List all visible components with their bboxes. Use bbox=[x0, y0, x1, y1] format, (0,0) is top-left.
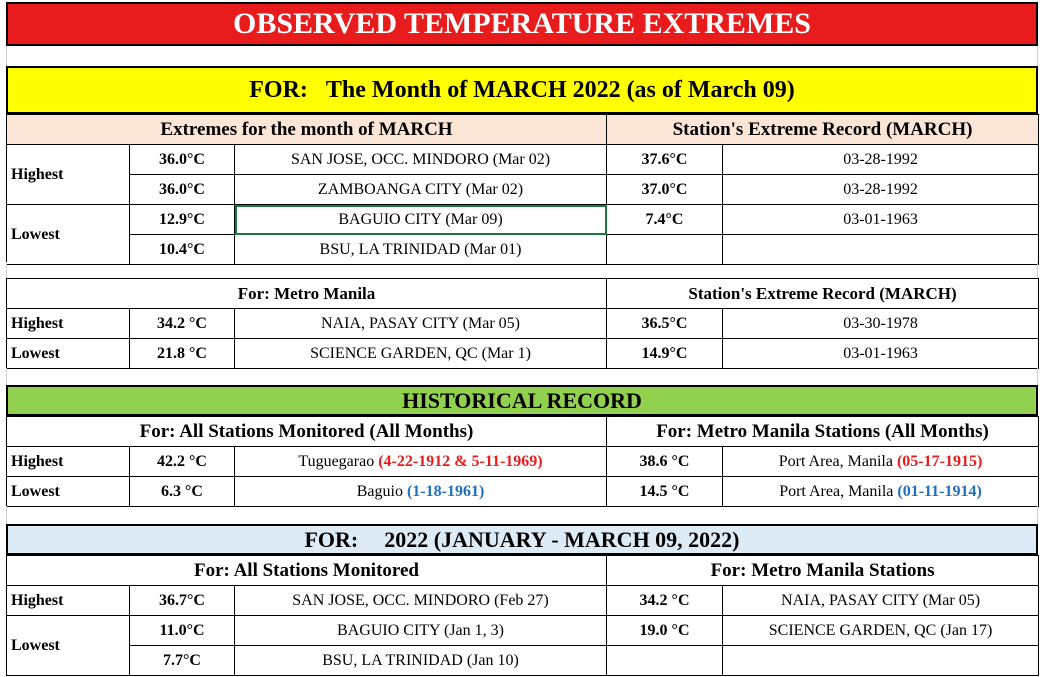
historical-rec-date-2: (01-11-1914) bbox=[897, 482, 982, 500]
march-rec-date-4 bbox=[722, 234, 1040, 265]
metro-station-1: NAIA, PASAY CITY (Mar 05) bbox=[233, 308, 608, 339]
year-temp-2: 11.0°C bbox=[129, 615, 235, 646]
march-rec-temp-2: 37.0°C bbox=[606, 174, 724, 205]
march-table: Extremes for the month of MARCH Station'… bbox=[5, 114, 1040, 265]
historical-title: HISTORICAL RECORD bbox=[402, 387, 642, 413]
year-station-1: SAN JOSE, OCC. MINDORO (Feb 27) bbox=[233, 585, 608, 616]
year-temp-3: 7.7°C bbox=[129, 645, 235, 676]
historical-lowest-label: Lowest bbox=[6, 476, 130, 507]
historical-temp-2: 6.3 °C bbox=[129, 476, 235, 507]
metro-right-header: Station's Extreme Record (MARCH) bbox=[606, 278, 1040, 309]
title-bar: OBSERVED TEMPERATURE EXTREMES bbox=[6, 2, 1038, 46]
year-rec-temp-1: 34.2 °C bbox=[606, 585, 724, 616]
historical-right-header: For: Metro Manila Stations (All Months) bbox=[605, 416, 1040, 447]
historical-rec-temp-1: 38.6 °C bbox=[606, 446, 723, 477]
historical-table: For: All Stations Monitored (All Months)… bbox=[6, 416, 1040, 507]
march-station-3-selected-cell[interactable]: BAGUIO CITY (Mar 09) bbox=[233, 204, 608, 235]
march-rec-temp-3: 7.4°C bbox=[606, 204, 724, 235]
metro-temp-2: 21.8 °C bbox=[129, 338, 235, 369]
march-temp-2: 36.0°C bbox=[129, 174, 235, 205]
year-for-label: FOR: bbox=[304, 526, 359, 552]
historical-rec-station-2: Port Area, Manila (01-11-1914) bbox=[721, 476, 1040, 507]
march-for-text: The Month of MARCH 2022 (as of March 09) bbox=[325, 76, 795, 103]
historical-left-header: For: All Stations Monitored (All Months) bbox=[6, 416, 607, 447]
metro-lowest-label: Lowest bbox=[6, 338, 130, 369]
historical-station-name-2: Baguio bbox=[356, 482, 403, 500]
historical-station-1: Tuguegarao (4-22-1912 & 5-11-1969) bbox=[234, 446, 607, 477]
march-highest-label: Highest bbox=[6, 144, 130, 205]
year-for-text: 2022 (JANUARY - MARCH 09, 2022) bbox=[384, 526, 740, 552]
metro-rec-date-1: 03-30-1978 bbox=[722, 308, 1040, 339]
historical-rec-temp-2: 14.5 °C bbox=[606, 476, 723, 507]
historical-station-date-1: (4-22-1912 & 5-11-1969) bbox=[378, 452, 543, 470]
march-lowest-label: Lowest bbox=[6, 204, 130, 265]
year-rec-temp-2: 19.0 °C bbox=[606, 615, 724, 646]
year-right-header: For: Metro Manila Stations bbox=[606, 555, 1040, 586]
march-station-4: BSU, LA TRINIDAD (Mar 01) bbox=[233, 234, 608, 265]
historical-rec-station-name-1: Port Area, Manila bbox=[778, 452, 893, 470]
march-left-header: Extremes for the month of MARCH bbox=[5, 114, 608, 145]
metro-rec-date-2: 03-01-1963 bbox=[722, 338, 1040, 369]
metro-temp-1: 34.2 °C bbox=[129, 308, 235, 339]
year-station-3: BSU, LA TRINIDAD (Jan 10) bbox=[233, 645, 608, 676]
historical-rec-station-1: Port Area, Manila (05-17-1915) bbox=[721, 446, 1040, 477]
year-rec-temp-3 bbox=[606, 645, 724, 676]
historical-temp-1: 42.2 °C bbox=[129, 446, 235, 477]
historical-station-name-1: Tuguegarao bbox=[298, 452, 375, 470]
metro-table: For: Metro Manila Station's Extreme Reco… bbox=[5, 278, 1040, 369]
spacer-row bbox=[6, 506, 1038, 524]
year-lowest-label: Lowest bbox=[6, 615, 130, 676]
march-rec-temp-1: 37.6°C bbox=[606, 144, 724, 175]
spacer-row bbox=[6, 46, 1038, 66]
spacer-row bbox=[6, 262, 1038, 278]
historical-rec-date-1: (05-17-1915) bbox=[896, 452, 983, 470]
year-rec-station-2: SCIENCE GARDEN, QC (Jan 17) bbox=[722, 615, 1040, 646]
year-highest-label: Highest bbox=[6, 585, 130, 616]
historical-highest-label: Highest bbox=[6, 446, 130, 477]
march-temp-4: 10.4°C bbox=[129, 234, 235, 265]
page-title: OBSERVED TEMPERATURE EXTREMES bbox=[233, 7, 811, 40]
metro-highest-label: Highest bbox=[6, 308, 130, 339]
historical-bar: HISTORICAL RECORD bbox=[6, 385, 1038, 416]
year-rec-station-3 bbox=[722, 645, 1040, 676]
metro-station-2: SCIENCE GARDEN, QC (Mar 1) bbox=[233, 338, 608, 369]
historical-station-date-2: (1-18-1961) bbox=[406, 482, 485, 500]
metro-rec-temp-2: 14.9°C bbox=[606, 338, 724, 369]
year-rec-station-1: NAIA, PASAY CITY (Mar 05) bbox=[722, 585, 1040, 616]
march-temp-1: 36.0°C bbox=[129, 144, 235, 175]
march-rec-date-3: 03-01-1963 bbox=[722, 204, 1040, 235]
year-station-2: BAGUIO CITY (Jan 1, 3) bbox=[233, 615, 608, 646]
year-left-header: For: All Stations Monitored bbox=[5, 555, 608, 586]
year-temp-1: 36.7°C bbox=[129, 585, 235, 616]
march-temp-3: 12.9°C bbox=[129, 204, 235, 235]
metro-left-header: For: Metro Manila bbox=[5, 278, 608, 309]
march-station-1: SAN JOSE, OCC. MINDORO (Mar 02) bbox=[233, 144, 608, 175]
march-for-label: FOR: bbox=[249, 76, 308, 103]
metro-rec-temp-1: 36.5°C bbox=[606, 308, 724, 339]
year-bar: FOR: 2022 (JANUARY - MARCH 09, 2022) bbox=[6, 524, 1038, 555]
historical-station-2: Baguio (1-18-1961) bbox=[234, 476, 607, 507]
march-rec-date-2: 03-28-1992 bbox=[722, 174, 1040, 205]
historical-rec-station-name-2: Port Area, Manila bbox=[779, 482, 894, 500]
spacer-row bbox=[6, 368, 1038, 385]
march-rec-date-1: 03-28-1992 bbox=[722, 144, 1040, 175]
march-rec-temp-4 bbox=[606, 234, 724, 265]
year-table: For: All Stations Monitored For: Metro M… bbox=[5, 555, 1040, 676]
march-right-header: Station's Extreme Record (MARCH) bbox=[606, 114, 1040, 145]
march-station-2: ZAMBOANGA CITY (Mar 02) bbox=[233, 174, 608, 205]
march-bar: FOR: The Month of MARCH 2022 (as of Marc… bbox=[6, 66, 1038, 114]
